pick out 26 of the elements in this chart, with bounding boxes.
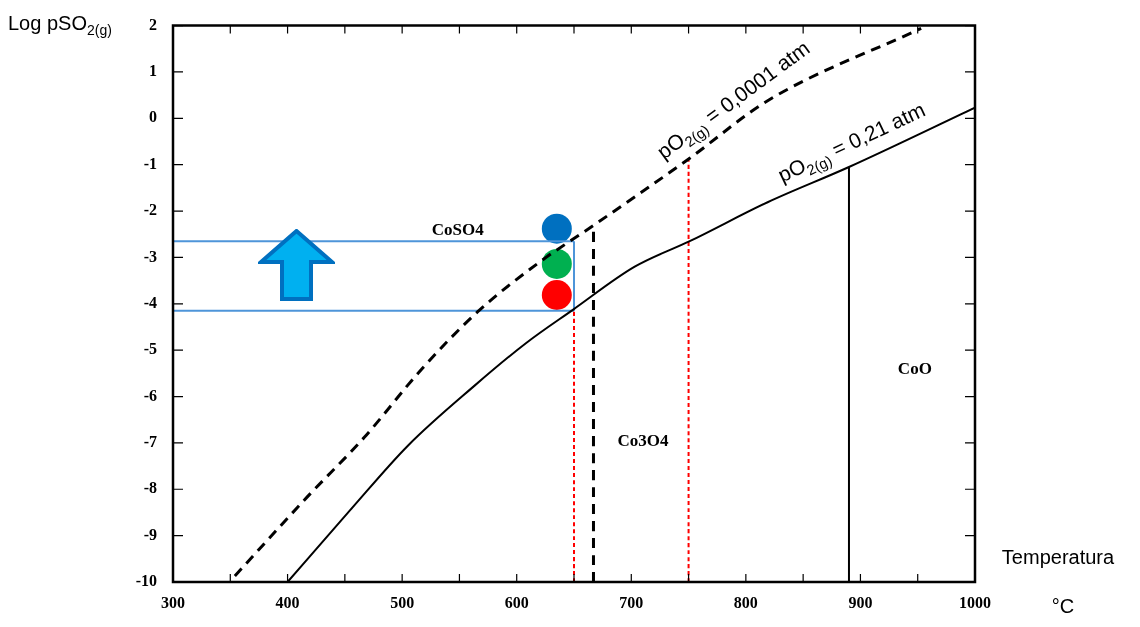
x-tick-label: 500 <box>390 593 415 611</box>
y-tick-label: -10 <box>135 572 157 590</box>
y-tick-label: 2 <box>149 15 157 33</box>
x-tick-label: 1000 <box>959 593 991 611</box>
x-tick-label: 300 <box>161 593 185 611</box>
annotation: Co3O4 <box>617 430 669 450</box>
y-tick-label: -3 <box>143 247 157 265</box>
y-tick-label: -1 <box>143 154 157 172</box>
y-tick-label: -9 <box>143 525 157 543</box>
x-tick-label: 400 <box>275 593 300 611</box>
annotation: pO2(g) = 0,21 atm <box>774 97 929 187</box>
y-tick-label: -5 <box>143 340 157 358</box>
y-tick-label: -2 <box>143 201 157 219</box>
x-tick-label: 800 <box>733 593 758 611</box>
text: Temperatura °C <box>1001 545 1115 617</box>
y-tick-label: -8 <box>143 479 157 497</box>
y-tick-label: -7 <box>143 433 157 451</box>
y-tick-label: -6 <box>143 386 157 404</box>
annotation: CoO <box>897 359 932 379</box>
y-tick-label: 0 <box>149 108 157 126</box>
y-tick-label: -4 <box>143 293 157 311</box>
x-tick-label: 600 <box>504 593 529 611</box>
x-tick-label: 700 <box>619 593 644 611</box>
y-tick-label: 1 <box>149 62 157 80</box>
annotation: CoSO4 <box>431 219 485 239</box>
x-tick-label: 900 <box>848 593 873 611</box>
